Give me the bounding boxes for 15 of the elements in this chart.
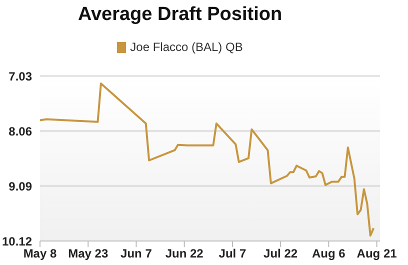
y-tick-label: 8.06 [8, 124, 32, 138]
y-tick-label: 7.03 [8, 69, 32, 84]
legend-label: Joe Flacco (BAL) QB [129, 40, 243, 54]
x-tick-label: Jul 7 [218, 246, 246, 261]
x-tick-label: Jun 22 [165, 246, 204, 261]
x-tick-label: Aug 21 [356, 246, 398, 261]
x-tick-label: May 23 [68, 246, 108, 261]
x-tick-label: May 8 [23, 246, 57, 261]
y-tick-label: 9.09 [8, 179, 32, 194]
chart-title: Average Draft Position [76, 4, 284, 26]
y-tick-label: 10.12 [2, 234, 32, 248]
x-tick-label: Aug 6 [312, 246, 346, 261]
x-tick-label: Jul 22 [264, 246, 298, 261]
line-series [40, 82, 375, 237]
x-tick-label: Jun 7 [120, 246, 152, 261]
